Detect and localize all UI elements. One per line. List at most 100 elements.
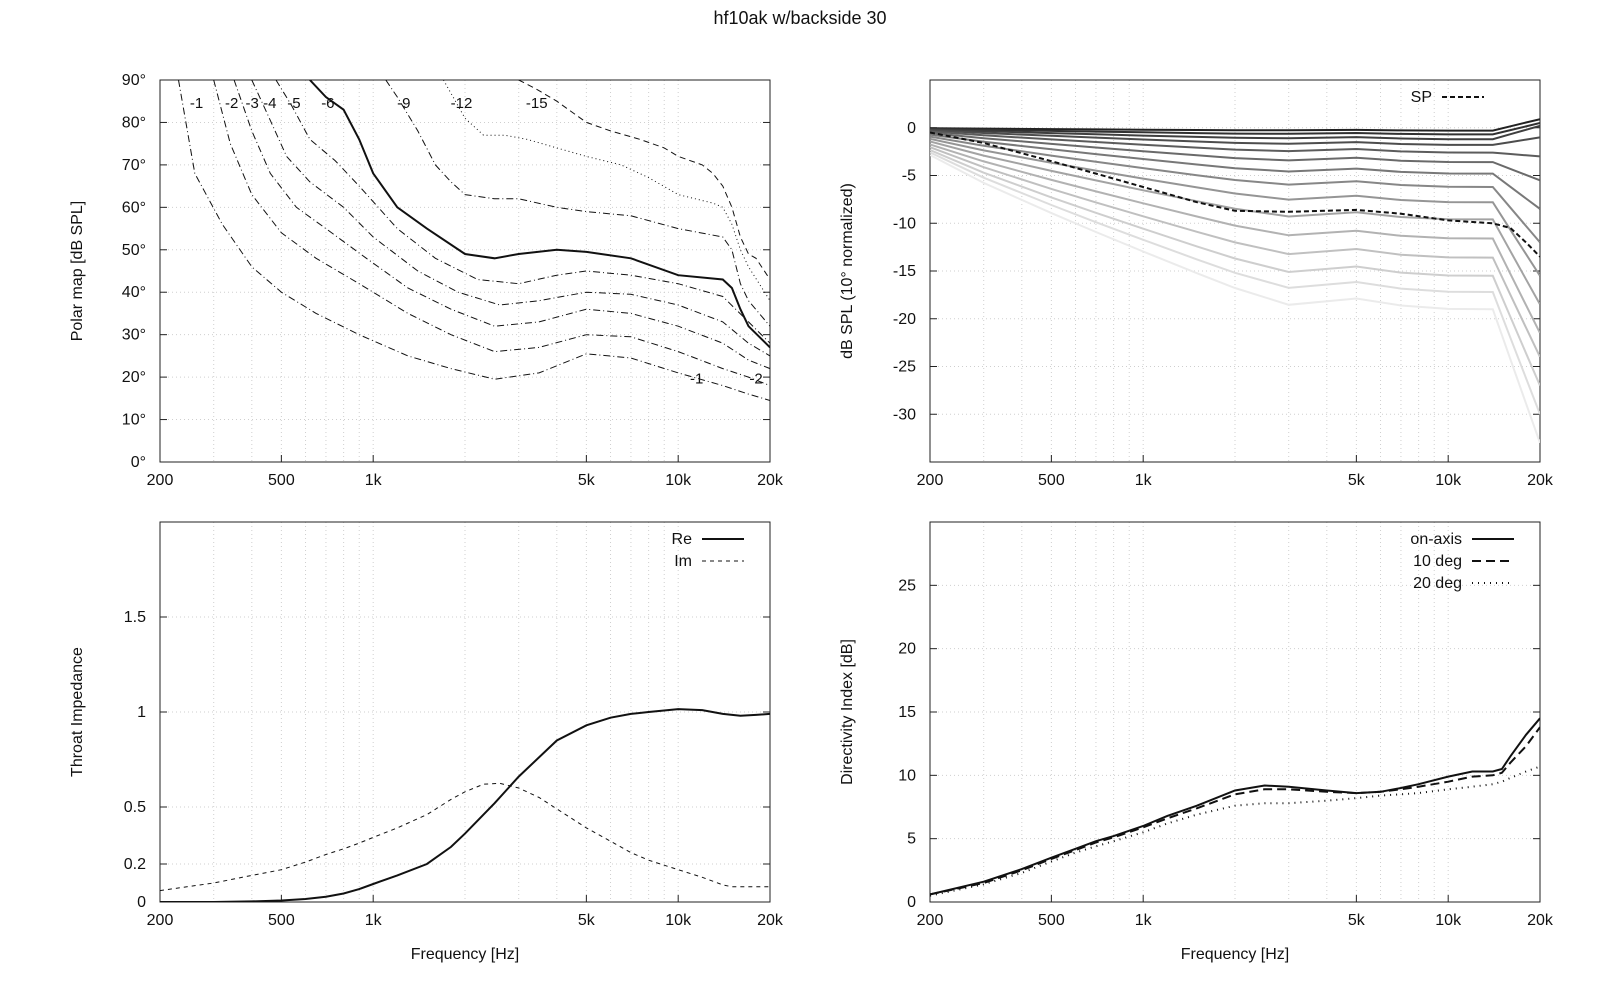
- legend-label: on-axis: [1410, 531, 1462, 548]
- x-tick-label: 500: [1038, 912, 1065, 929]
- off-axis-response-line: [930, 130, 1540, 158]
- off-axis-response-line: [930, 118, 1540, 132]
- contour-label: -15: [526, 95, 548, 112]
- x-tick-label: 20k: [757, 472, 784, 489]
- x-tick-label: 20k: [757, 912, 784, 929]
- off-axis-response-line: [930, 146, 1540, 358]
- series-line: [930, 765, 1540, 897]
- contour-label: -2: [749, 370, 762, 387]
- contour-label: -4: [263, 95, 276, 112]
- plot-area: [178, 80, 770, 401]
- plot-area: [930, 717, 1540, 897]
- off-axis-response-line: [930, 154, 1540, 444]
- y-tick-label: 15: [898, 704, 916, 721]
- y-tick-label: 90°: [122, 72, 146, 89]
- contour-line: [518, 80, 770, 280]
- off-axis-response-line: [930, 124, 1540, 141]
- legend-label: Re: [672, 531, 693, 548]
- x-tick-label: 5k: [1348, 472, 1366, 489]
- x-tick-label: 5k: [578, 472, 596, 489]
- contour-line: [275, 80, 770, 344]
- x-tick-label: 200: [917, 912, 944, 929]
- contour-line: [251, 80, 770, 357]
- series-line-re: [160, 708, 770, 902]
- x-tick-label: 200: [147, 472, 174, 489]
- x-tick-label: 500: [1038, 472, 1065, 489]
- y-tick-label: 25: [898, 577, 916, 594]
- y-tick-label: 1: [137, 704, 146, 721]
- x-tick-label: 5k: [1348, 912, 1366, 929]
- off-axis-response-line: [930, 133, 1540, 210]
- x-tick-label: 500: [268, 472, 295, 489]
- off-axis-response-line: [930, 135, 1540, 244]
- contour-label: -2: [225, 95, 238, 112]
- y-tick-label: -30: [893, 406, 916, 423]
- x-tick-label: 10k: [1435, 472, 1462, 489]
- x-tick-label: 20k: [1527, 472, 1554, 489]
- x-tick-label: 10k: [665, 912, 692, 929]
- y-tick-label: 0: [137, 894, 146, 911]
- x-tick-label: 500: [268, 912, 295, 929]
- y-axis-label: Polar map [dB SPL]: [69, 201, 86, 342]
- off-axis-response-line: [930, 140, 1540, 305]
- chart-panel-directivity_index: 200 500 1k 5k 10k 20k 0 5 10 15 20 25 Directivity In…: [839, 521, 1554, 963]
- y-tick-label: 0.2: [124, 856, 146, 873]
- y-tick-label: -15: [893, 263, 916, 280]
- y-tick-label: -10: [893, 215, 916, 232]
- figure-title: hf10ak w/backside 30: [713, 8, 887, 28]
- off-axis-response-line: [930, 131, 1540, 182]
- y-tick-label: 0: [907, 120, 916, 137]
- y-tick-label: 20: [898, 641, 916, 658]
- y-tick-label: -25: [893, 359, 916, 376]
- y-axis-label: Throat Impedance: [69, 647, 86, 777]
- off-axis-response-line: [930, 129, 1540, 146]
- contour-line: [309, 80, 770, 349]
- x-tick-label: 10k: [1435, 912, 1462, 929]
- contour-line: [178, 80, 770, 401]
- legend-label: SP: [1411, 89, 1432, 106]
- contour-line: [443, 80, 770, 301]
- plot-area: [160, 708, 770, 902]
- x-tick-label: 1k: [365, 472, 383, 489]
- chart-panel-normalized_spl: 200 500 1k 5k 10k 20k 0 -5 -10 -15 -20 -25 -30 dB SPL…: [839, 79, 1554, 489]
- contour-line: [233, 80, 770, 370]
- off-axis-response-line: [930, 122, 1540, 136]
- y-tick-label: 0°: [131, 454, 146, 471]
- y-axis-label: dB SPL (10° normalized): [839, 183, 856, 359]
- x-tick-label: 1k: [1135, 912, 1153, 929]
- off-axis-response-line: [930, 149, 1540, 386]
- legend-label: Im: [674, 553, 692, 570]
- sp-line: [930, 131, 1540, 258]
- legend-label: 20 deg: [1413, 575, 1462, 592]
- series-line-im: [160, 782, 770, 892]
- y-tick-label: 10: [898, 767, 916, 784]
- contour-label: -3: [245, 95, 258, 112]
- y-axis-label: Directivity Index [dB]: [839, 639, 856, 785]
- series-line: [930, 726, 1540, 896]
- contour-line: [385, 80, 770, 327]
- x-axis-label: Frequency [Hz]: [411, 946, 519, 963]
- off-axis-response-line: [930, 151, 1540, 415]
- y-tick-label: 0: [907, 894, 916, 911]
- x-tick-label: 200: [917, 472, 944, 489]
- x-axis-label: Frequency [Hz]: [1181, 946, 1289, 963]
- plot-area: [930, 118, 1540, 444]
- series-line: [930, 717, 1540, 896]
- chart-panel-throat_impedance: 200 500 1k 5k 10k 20k 0 0.2 0.5 1 1.5 Throat Impeda…: [69, 521, 784, 963]
- plot-frame: [159, 79, 771, 463]
- chart-panel-polar_map: 200 500 1k 5k 10k 20k 0° 10° 20° 30° 40° 50° 60° 70° 8…: [69, 72, 784, 489]
- contour-line: [213, 80, 770, 387]
- contour-label: -12: [451, 95, 473, 112]
- y-tick-label: 20°: [122, 369, 146, 386]
- contour-label: -6: [321, 95, 334, 112]
- y-tick-label: 5: [907, 831, 916, 848]
- off-axis-response-line: [930, 143, 1540, 334]
- contour-label: -9: [397, 95, 410, 112]
- y-tick-label: 1.5: [124, 609, 146, 626]
- x-tick-label: 5k: [578, 912, 596, 929]
- y-tick-label: 30°: [122, 327, 146, 344]
- x-tick-label: 20k: [1527, 912, 1554, 929]
- contour-label: -5: [287, 95, 300, 112]
